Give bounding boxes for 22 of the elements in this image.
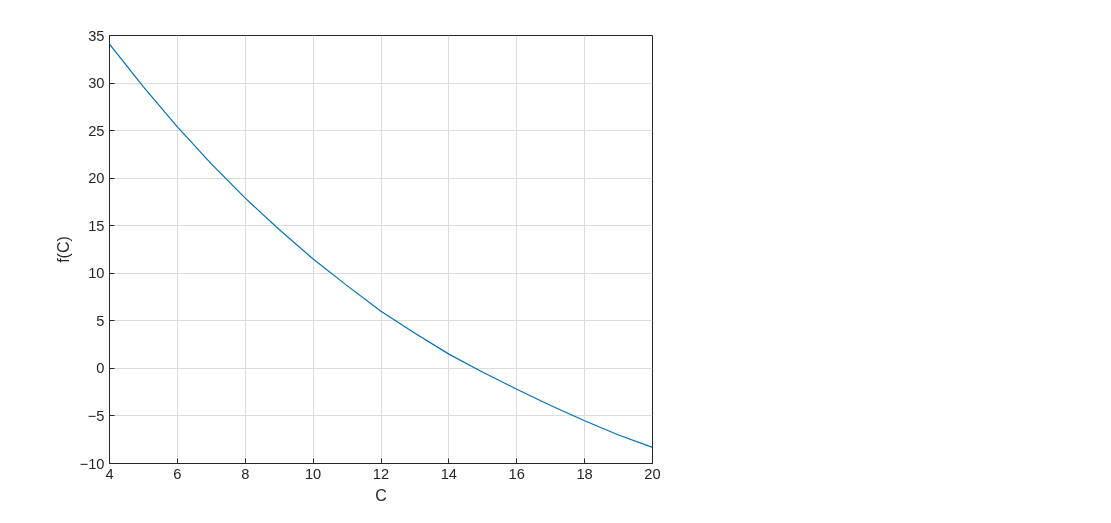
x-tick-label: 16 — [508, 465, 525, 482]
x-tick-label: 12 — [372, 465, 390, 482]
y-tick-label: 5 — [96, 312, 105, 329]
x-tick-label: 20 — [644, 465, 661, 482]
x-tick-label: 18 — [576, 465, 593, 482]
x-tick-label: 6 — [173, 465, 182, 482]
y-tick-label: −5 — [87, 407, 105, 424]
y-tick-label: 15 — [88, 217, 105, 234]
x-tick-label: 10 — [304, 465, 322, 482]
y-tick-label: 10 — [88, 265, 105, 282]
y-tick-label: −10 — [79, 455, 105, 472]
y-tick-label: 25 — [88, 122, 105, 139]
y-tick-label: 35 — [88, 27, 105, 44]
y-tick-label: 20 — [88, 170, 105, 187]
x-tick-label: 14 — [440, 465, 458, 482]
line-series — [109, 43, 653, 448]
x-axis-title: C — [375, 486, 387, 504]
y-axis-title: f(C) — [54, 236, 72, 263]
y-tick-label: 30 — [88, 75, 105, 92]
x-tick-label: 8 — [241, 465, 250, 482]
x-tick-label: 4 — [105, 465, 114, 482]
y-tick-label: 0 — [96, 360, 105, 377]
